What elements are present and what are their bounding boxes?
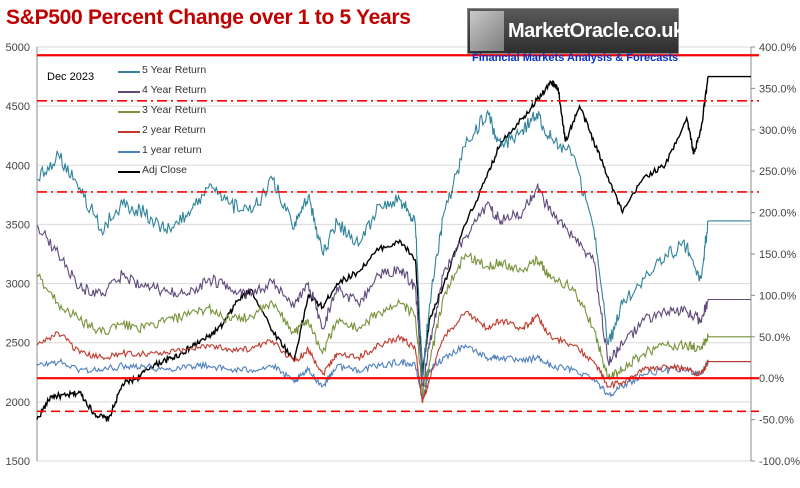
legend-swatch-5-year <box>118 71 140 73</box>
logo-wordmark: MarketOracle.co.uk <box>508 20 684 42</box>
left-tick-label: 2500 <box>6 338 30 350</box>
legend-swatch-2-year <box>118 131 140 133</box>
reference-lines <box>37 54 759 413</box>
right-tick-label: -50.0% <box>759 415 794 427</box>
left-axis-ticks: 1500 2000 2500 3000 3500 4000 4500 5000 <box>6 42 30 468</box>
right-tick-label: 150.0% <box>759 249 797 261</box>
left-tick-label: 2000 <box>6 397 30 409</box>
legend-label-3-year: 3 Year Return <box>142 104 207 116</box>
right-tick-label: 400.0% <box>759 42 797 54</box>
gridlines <box>37 46 751 462</box>
legend-swatch-4-year <box>118 91 140 93</box>
legend-swatch-1-year <box>118 151 140 153</box>
series-line-y1 <box>36 344 751 400</box>
brand-tagline: Financial Markets Analysis & Forecasts <box>472 52 679 64</box>
series-line-y4 <box>36 183 751 387</box>
legend-label-adj-close: Adj Close <box>142 164 187 176</box>
series-line-adj <box>36 75 751 423</box>
left-tick-label: 3500 <box>6 219 30 231</box>
left-tick-label: 4000 <box>6 160 30 172</box>
right-axis-ticks: -100.0% -50.0% 0.0% 50.0% 100.0% 150.0% 200.0%… <box>751 42 800 468</box>
logo-oracle-figure-icon <box>470 11 504 51</box>
right-tick-label: -100.0% <box>759 456 800 468</box>
brand-logo[interactable]: MarketOracle.co.uk <box>467 8 684 54</box>
series-line-y3 <box>36 251 751 396</box>
right-tick-label: 200.0% <box>759 208 797 220</box>
legend-label-2-year: 2 year Return <box>142 124 206 136</box>
series-line-y5 <box>36 109 751 379</box>
right-tick-label: 0.0% <box>759 373 784 385</box>
left-tick-label: 5000 <box>6 42 30 54</box>
legend-label-5-year: 5 Year Return <box>142 64 207 76</box>
chart-title: S&P500 Percent Change over 1 to 5 Years <box>6 6 411 29</box>
legend-label-4-year: 4 Year Return <box>142 84 207 96</box>
legend-swatch-adj-close <box>118 171 140 173</box>
right-tick-label: 100.0% <box>759 290 797 302</box>
right-tick-label: 350.0% <box>759 83 797 95</box>
right-tick-label: 300.0% <box>759 125 797 137</box>
left-tick-label: 1500 <box>6 456 30 468</box>
right-tick-label: 250.0% <box>759 166 797 178</box>
left-tick-label: 3000 <box>6 279 30 291</box>
left-tick-label: 4500 <box>6 101 30 113</box>
right-tick-label: 50.0% <box>759 332 790 344</box>
date-label: Dec 2023 <box>47 71 95 83</box>
series <box>36 75 751 423</box>
legend-label-1-year: 1 year return <box>142 144 202 156</box>
legend-swatch-3-year <box>118 111 140 113</box>
series-line-y2 <box>36 310 751 404</box>
plot-area <box>36 46 752 462</box>
